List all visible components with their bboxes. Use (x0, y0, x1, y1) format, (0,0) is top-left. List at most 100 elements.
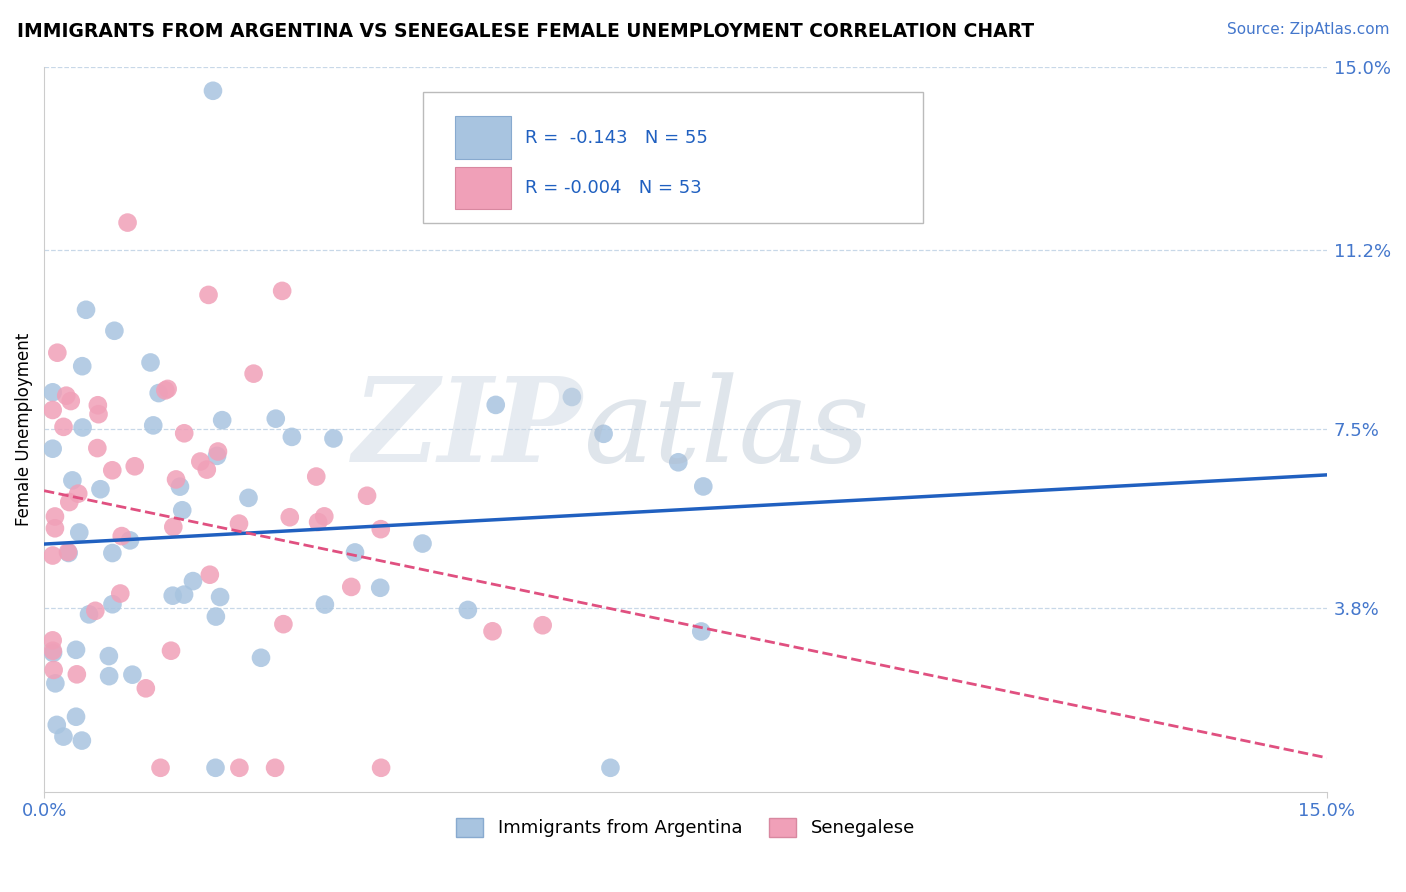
Point (45, 718, 67, 732)
Point (228, 516, 250, 531)
Point (87, 407, 110, 421)
Point (242, 367, 264, 381)
Point (87, 398, 110, 412)
Point (692, 479, 714, 493)
Point (89, 482, 111, 496)
Point (70, 359, 93, 374)
Text: atlas: atlas (583, 372, 869, 487)
Point (42, 643, 65, 657)
Point (41, 385, 63, 400)
Text: Source: ZipAtlas.com: Source: ZipAtlas.com (1226, 22, 1389, 37)
Point (58, 546, 80, 560)
Point (370, 522, 392, 536)
Point (44, 676, 66, 690)
Point (481, 624, 503, 639)
Point (205, 609, 228, 624)
Point (165, 472, 187, 486)
Point (197, 288, 219, 302)
Point (162, 589, 184, 603)
Text: IMMIGRANTS FROM ARGENTINA VS SENEGALESE FEMALE UNEMPLOYMENT CORRELATION CHART: IMMIGRANTS FROM ARGENTINA VS SENEGALESE … (17, 22, 1033, 41)
Point (58, 495, 80, 509)
Point (207, 444, 229, 458)
Point (181, 574, 204, 588)
Point (160, 643, 183, 657)
FancyBboxPatch shape (423, 92, 922, 222)
Point (124, 459, 146, 474)
Legend: Immigrants from Argentina, Senegalese: Immigrants from Argentina, Senegalese (449, 811, 922, 845)
Point (273, 617, 295, 632)
Point (531, 618, 554, 632)
Point (148, 386, 170, 401)
Point (46, 345, 69, 359)
Point (135, 681, 157, 696)
Point (368, 581, 391, 595)
Point (110, 586, 132, 600)
Point (690, 624, 713, 639)
Point (155, 384, 177, 398)
Point (86, 441, 108, 455)
Point (103, 324, 125, 338)
Point (314, 509, 336, 524)
Point (172, 503, 194, 517)
Point (41, 442, 63, 456)
FancyBboxPatch shape (454, 116, 510, 159)
Point (139, 355, 162, 369)
Point (41, 633, 63, 648)
Point (561, 390, 583, 404)
Point (599, 761, 621, 775)
Text: R =  -0.143   N = 55: R = -0.143 N = 55 (526, 128, 709, 146)
Point (44, 521, 66, 535)
Point (52, 730, 75, 744)
Y-axis label: Female Unemployment: Female Unemployment (15, 333, 32, 526)
Point (412, 536, 434, 550)
Point (118, 533, 141, 548)
Point (41, 403, 63, 417)
Point (271, 284, 294, 298)
Point (101, 597, 124, 611)
Point (169, 480, 191, 494)
Point (42, 646, 65, 660)
Point (156, 382, 179, 396)
FancyBboxPatch shape (454, 167, 510, 210)
Point (173, 588, 195, 602)
Point (75, 302, 97, 317)
Text: R = -0.004   N = 53: R = -0.004 N = 53 (526, 179, 702, 197)
Point (343, 545, 366, 559)
Point (238, 491, 260, 505)
Point (67, 486, 90, 500)
Point (228, 761, 250, 775)
Point (314, 598, 336, 612)
Point (322, 432, 344, 446)
Point (307, 515, 329, 529)
Point (44, 509, 66, 524)
Point (84, 604, 107, 618)
Point (65, 710, 87, 724)
Point (250, 650, 273, 665)
Point (592, 426, 614, 441)
Point (201, 84, 224, 98)
Point (264, 761, 287, 775)
Point (205, 449, 228, 463)
Point (340, 580, 363, 594)
Point (70, 733, 93, 747)
Point (67, 525, 90, 540)
Point (264, 411, 287, 425)
Point (56, 545, 79, 559)
Point (55, 389, 77, 403)
Point (149, 761, 172, 775)
Point (52, 420, 75, 434)
Point (117, 216, 139, 230)
Point (101, 463, 124, 477)
Point (77, 607, 100, 622)
Point (211, 413, 233, 427)
Point (41, 549, 63, 563)
Point (101, 546, 124, 560)
Point (278, 510, 301, 524)
Point (485, 398, 508, 412)
Point (209, 590, 232, 604)
Point (98, 669, 121, 683)
Point (72, 420, 94, 434)
Point (281, 430, 304, 444)
Point (204, 761, 226, 775)
Point (65, 642, 87, 657)
